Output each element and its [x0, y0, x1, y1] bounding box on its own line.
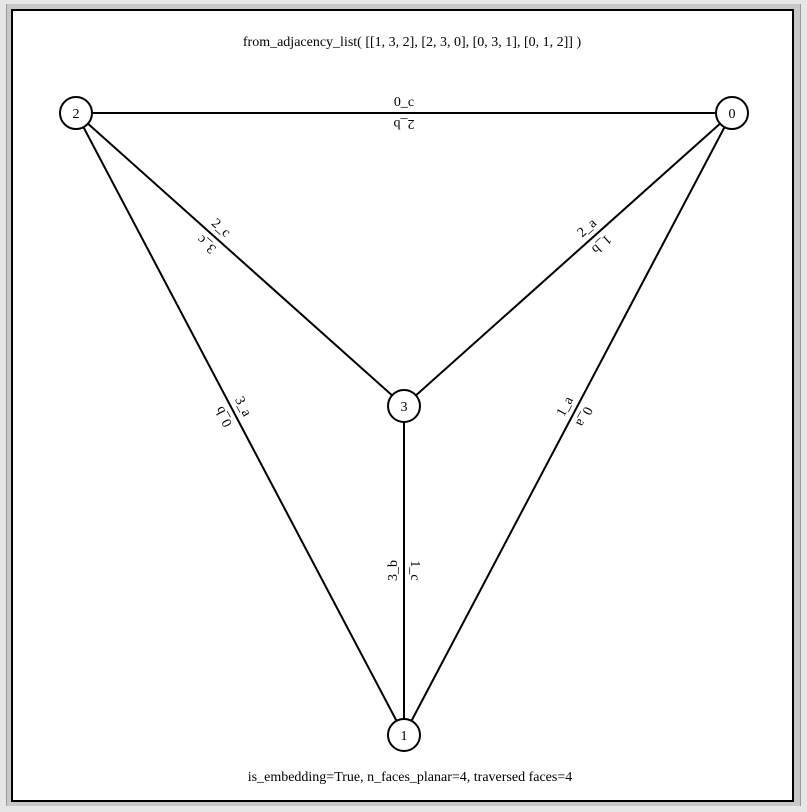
node-label: 1	[401, 729, 408, 744]
node-circle	[387, 389, 421, 423]
edge-label-3-b: 3_b	[386, 560, 401, 581]
node-3: 3	[387, 389, 421, 423]
node-circle	[59, 96, 93, 130]
diagram-title: from_adjacency_list( [[1, 3, 2], [2, 3, …	[243, 35, 582, 50]
node-label: 2	[73, 107, 80, 122]
edge-0-3	[403, 112, 733, 407]
nodes-layer: 0 1 2 3	[59, 96, 749, 752]
panel-bottom-edge	[0, 806, 807, 812]
node-label: 0	[729, 107, 736, 122]
edge-label-0-c: 0_c	[394, 95, 414, 110]
node-2: 2	[59, 96, 93, 130]
edge-label-1-c: 1_c	[407, 560, 422, 580]
panel-left-edge	[0, 0, 7, 812]
node-label: 3	[401, 400, 408, 415]
edge-2-1	[75, 112, 405, 736]
edge-2-3	[75, 112, 405, 407]
node-circle	[387, 718, 421, 752]
diagram-footer: is_embedding=True, n_faces_planar=4, tra…	[248, 770, 572, 785]
panel-right-edge	[800, 0, 807, 812]
node-1: 1	[387, 718, 421, 752]
node-circle	[715, 96, 749, 130]
node-0: 0	[715, 96, 749, 130]
edges-layer	[75, 112, 733, 736]
edge-label-2-b: 2_b	[394, 116, 415, 131]
panel-top-edge	[0, 0, 807, 4]
edge-0-1	[403, 112, 733, 736]
